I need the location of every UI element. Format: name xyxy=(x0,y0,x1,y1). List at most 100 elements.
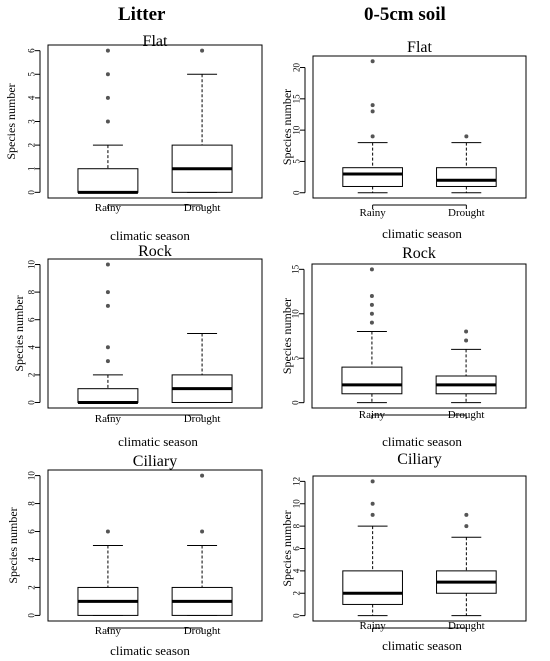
panel-3-outlier-point xyxy=(105,359,110,364)
panel-6-y-tick-label: 4 xyxy=(292,568,302,573)
panel-4-frame xyxy=(311,263,527,409)
panel-6-y-tick-label: 8 xyxy=(292,523,302,528)
panel-3-frame xyxy=(47,258,263,409)
panel-2-y-tick-label: 20 xyxy=(292,63,302,73)
panel-1-category-label: Rainy xyxy=(95,202,122,214)
panel-5-x-axis-label: climatic season xyxy=(110,643,190,658)
panel-3-outlier-point xyxy=(105,303,110,308)
panel-4-outlier-point xyxy=(369,302,374,307)
panel-6-category-label: Rainy xyxy=(359,620,386,632)
panel-5-title: Ciliary xyxy=(133,453,177,470)
panel-5-y-tick-label: 8 xyxy=(27,501,37,506)
panel-6-frame xyxy=(312,475,527,622)
panel-1-frame xyxy=(47,44,263,199)
panel-4-title: Rock xyxy=(402,245,436,262)
panel-1-y-tick-label: 5 xyxy=(27,72,37,77)
panel-4-y-tick-label: 5 xyxy=(291,355,301,360)
panel-2-title: Flat xyxy=(407,39,432,56)
panel-3-y-tick-label: 0 xyxy=(27,400,37,405)
panel-4-outlier-point xyxy=(464,329,469,334)
panel-5-category-label: Rainy xyxy=(95,625,122,637)
panel-5-y-tick-label: 6 xyxy=(27,529,37,534)
panel-2-box xyxy=(342,167,403,187)
panel-3-y-tick-label: 8 xyxy=(27,289,37,294)
panel-2-category-label: Rainy xyxy=(359,207,386,219)
panel-2-y-tick-label: 15 xyxy=(292,94,302,104)
panel-6-box xyxy=(342,570,403,605)
panel-3-category-label: Drought xyxy=(184,413,221,425)
panel-6-y-tick-label: 12 xyxy=(292,477,302,486)
panel-6-y-tick-label: 2 xyxy=(292,591,302,596)
panel-2-outlier-point xyxy=(370,109,375,114)
panel-5-outlier-point xyxy=(200,473,205,478)
panel-1-y-tick-label: 0 xyxy=(27,190,37,195)
panel-1-y-tick-label: 3 xyxy=(27,119,37,124)
soil-column-header: 0-5cm soil xyxy=(364,4,446,25)
panel-4-box xyxy=(341,366,403,395)
panel-6-x-axis-label: climatic season xyxy=(382,638,462,653)
panel-3-title: Rock xyxy=(138,243,172,260)
panel-6-outlier-point xyxy=(370,501,375,506)
panel-4-outlier-point xyxy=(369,320,374,325)
panel-2-outlier-point xyxy=(370,134,375,139)
panel-4-outlier-point xyxy=(369,311,374,316)
panel-4-x-axis-label: climatic season xyxy=(382,434,462,449)
panel-2-category-label: Drought xyxy=(448,207,485,219)
panel-1-y-tick-label: 2 xyxy=(27,143,37,148)
panel-6-y-tick-label: 6 xyxy=(292,546,302,551)
panel-6-outlier-point xyxy=(464,524,469,529)
panel-4-y-tick-label: 10 xyxy=(291,309,301,319)
panel-6-outlier-point xyxy=(370,512,375,517)
panel-2-x-axis-label: climatic season xyxy=(382,226,462,241)
panel-4-category-label: Rainy xyxy=(359,409,386,421)
panel-1-box xyxy=(77,168,139,193)
panel-1-outlier-point xyxy=(105,72,110,77)
panel-3-outlier-point xyxy=(105,262,110,267)
panel-1-outlier-point xyxy=(105,119,110,124)
panel-4-outlier-point xyxy=(464,338,469,343)
panel-1-y-tick-label: 1 xyxy=(27,166,37,171)
panel-1-title: Flat xyxy=(143,33,168,50)
panel-3-y-tick-label: 10 xyxy=(27,260,37,270)
panel-4-y-tick-label: 15 xyxy=(291,264,301,274)
panel-3-y-axis-label: Species number xyxy=(12,295,26,371)
panel-5-y-tick-label: 0 xyxy=(27,613,37,618)
panel-3-y-tick-label: 4 xyxy=(27,345,37,350)
panel-5-y-axis-label: Species number xyxy=(6,507,20,583)
panel-5-frame xyxy=(47,469,263,622)
panel-3-x-axis-label: climatic season xyxy=(118,434,198,449)
panel-6-category-label: Drought xyxy=(448,620,485,632)
panel-6-outlier-point xyxy=(464,512,469,517)
panel-5-y-tick-label: 10 xyxy=(27,471,37,481)
panel-5-category-label: Drought xyxy=(184,625,221,637)
panel-1-outlier-point xyxy=(200,48,205,53)
panel-6-outlier-point xyxy=(370,479,375,484)
panel-6-y-tick-label: 0 xyxy=(292,613,302,618)
panel-3-y-tick-label: 2 xyxy=(27,373,37,378)
panel-1-y-tick-label: 6 xyxy=(27,48,37,53)
panel-2-outlier-point xyxy=(370,59,375,64)
panel-6-title: Ciliary xyxy=(397,451,441,468)
panel-3-y-tick-label: 6 xyxy=(27,317,37,322)
panel-4-outlier-point xyxy=(369,294,374,298)
panel-4-y-tick-label: 0 xyxy=(291,400,301,405)
panel-5-outlier-point xyxy=(200,529,205,534)
panel-3-category-label: Rainy xyxy=(95,413,122,425)
panel-1-outlier-point xyxy=(105,95,110,100)
panel-4-y-axis-label: Species number xyxy=(280,298,294,374)
panel-2-y-tick-label: 10 xyxy=(292,125,302,135)
panel-5-outlier-point xyxy=(105,529,110,534)
panel-6-y-tick-label: 10 xyxy=(292,499,302,509)
panel-5-y-tick-label: 4 xyxy=(27,557,37,562)
litter-column-header: Litter xyxy=(118,4,166,25)
panel-2-box xyxy=(436,167,497,187)
panel-2-outlier-point xyxy=(464,134,469,139)
panel-1-y-axis-label: Species number xyxy=(4,83,18,159)
panel-1-category-label: Drought xyxy=(184,202,221,214)
panel-3-outlier-point xyxy=(105,290,110,295)
panel-2-y-tick-label: 5 xyxy=(292,159,302,164)
panel-3-outlier-point xyxy=(105,345,110,350)
panel-3-box xyxy=(77,388,139,403)
panel-6-y-axis-label: Species number xyxy=(280,510,294,586)
panel-2-outlier-point xyxy=(370,103,375,108)
